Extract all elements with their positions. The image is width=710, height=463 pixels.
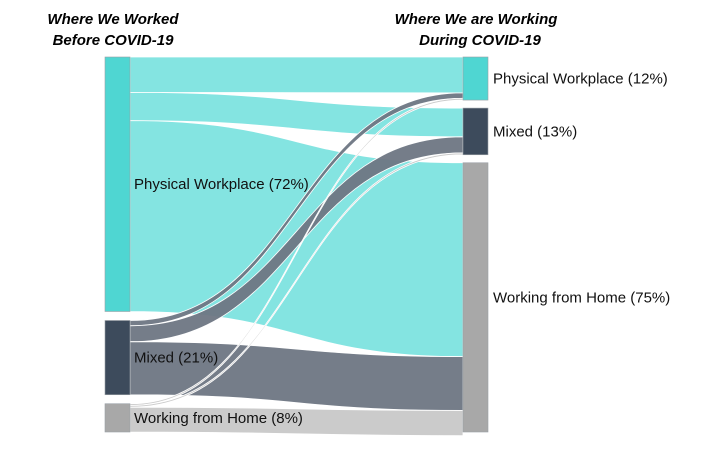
source-node-physical	[104, 56, 131, 312]
source-label-home: Working from Home (8%)	[134, 410, 303, 427]
target-label-physical: Physical Workplace (12%)	[493, 71, 668, 88]
target-node-mixed	[462, 107, 489, 156]
target-label-home: Working from Home (75%)	[493, 289, 670, 306]
flow-physical-to-physical	[129, 56, 464, 94]
right-title-line-2: During COVID-19	[419, 32, 541, 49]
source-node-mixed	[104, 320, 131, 396]
target-node-physical	[462, 56, 489, 101]
node-labels: Physical Workplace (72%) Mixed (21%) Worki…	[134, 71, 670, 427]
source-node-home	[104, 403, 131, 433]
source-label-mixed: Mixed (21%)	[134, 350, 218, 367]
target-label-mixed: Mixed (13%)	[493, 123, 577, 140]
left-title-line-2: Before COVID-19	[53, 32, 175, 49]
target-node-home	[462, 162, 489, 433]
left-title-line-1: Where We Worked	[47, 11, 179, 28]
flow-links	[129, 56, 464, 436]
nodes	[104, 56, 489, 433]
source-label-physical: Physical Workplace (72%)	[134, 176, 309, 193]
flow-home-to-home	[129, 406, 464, 436]
right-title-line-1: Where We are Working	[395, 11, 558, 28]
